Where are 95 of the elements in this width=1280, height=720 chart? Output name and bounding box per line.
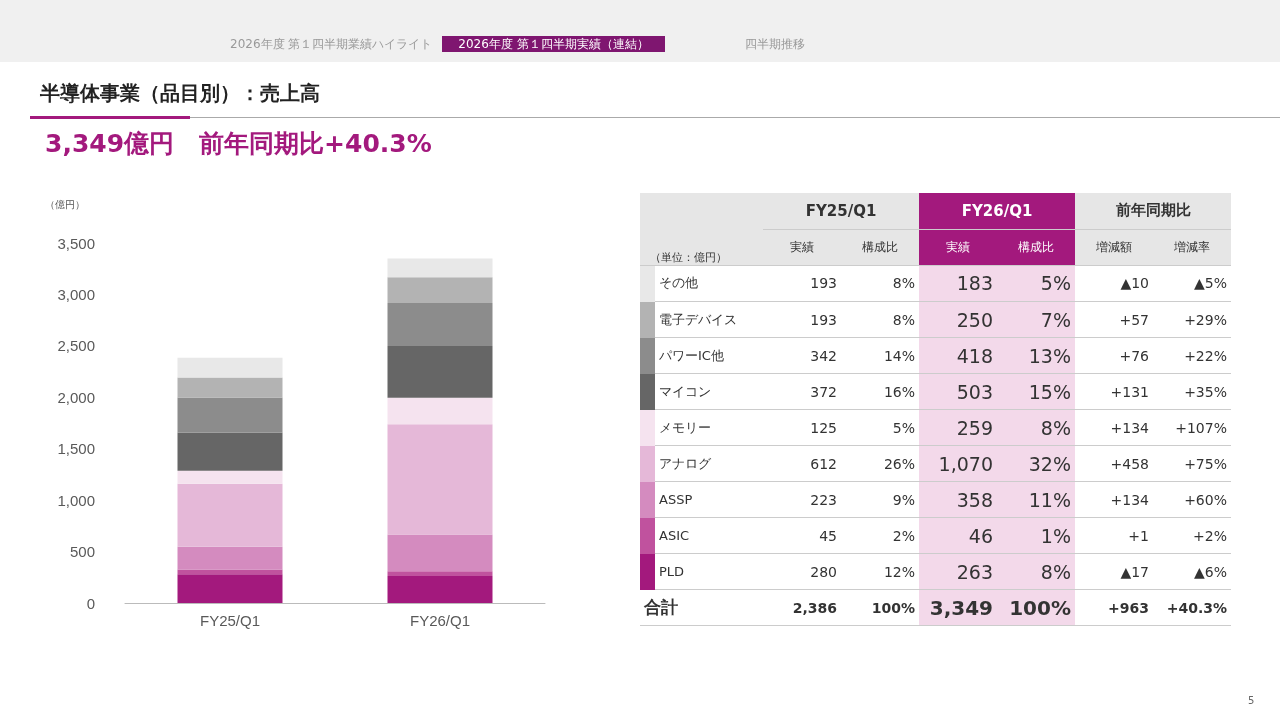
text: 8% — [997, 553, 1075, 590]
text: +75% — [1153, 445, 1231, 482]
text: +134 — [1075, 481, 1153, 518]
text: 2026年度 第１四半期業績ハイライト — [230, 36, 433, 52]
category-label: FY25/Q1 — [805, 201, 877, 220]
text: 15% — [997, 373, 1075, 410]
text: +134 — [1075, 409, 1153, 446]
text: 193 — [763, 265, 841, 302]
text: ▲10 — [1075, 265, 1153, 302]
y-axis-title: （億円） — [45, 198, 85, 210]
text: 2026年度 第１四半期実績（連結） — [442, 36, 665, 52]
text: 5% — [841, 409, 919, 446]
text: ▲5% — [1153, 265, 1231, 302]
text: ASIC — [655, 517, 763, 554]
text: 5% — [997, 265, 1075, 302]
text: 280 — [763, 553, 841, 590]
text: 構成比 — [997, 229, 1075, 265]
text: 構成比 — [841, 229, 919, 265]
text: 実績 — [919, 229, 997, 265]
text: ▲17 — [1075, 553, 1153, 590]
text: 9% — [841, 481, 919, 518]
text: PLD — [655, 553, 763, 590]
text: +57 — [1075, 301, 1153, 338]
text: 四半期推移 — [745, 36, 805, 52]
text: 259 — [919, 409, 997, 446]
text: 372 — [763, 373, 841, 410]
text: 16% — [841, 373, 919, 410]
text: ASSP — [655, 481, 763, 518]
text: 1% — [997, 517, 1075, 554]
text: マイコン — [655, 373, 763, 410]
text: 100% — [997, 589, 1075, 626]
text: （単位：億円） — [640, 229, 763, 265]
text: 12% — [841, 553, 919, 590]
text: メモリー — [655, 409, 763, 446]
text: 8% — [841, 301, 919, 338]
text: 増減額 — [1075, 229, 1153, 265]
text: 125 — [763, 409, 841, 446]
text: 1,070 — [919, 445, 997, 482]
text: アナログ — [655, 445, 763, 482]
y-tick-label: 2,000 — [57, 388, 95, 406]
y-tick-label: 1,500 — [57, 440, 95, 458]
text: +76 — [1075, 337, 1153, 374]
text: 263 — [919, 553, 997, 590]
text: 11% — [997, 481, 1075, 518]
text: +40.3% — [1153, 589, 1231, 626]
text: +2% — [1153, 517, 1231, 554]
text: +29% — [1153, 301, 1231, 338]
text: 前年同期比 — [1075, 193, 1231, 229]
text: 26% — [841, 445, 919, 482]
y-tick-label: 2,500 — [57, 337, 95, 355]
text: 183 — [919, 265, 997, 302]
y-tick-label: 0 — [86, 594, 95, 612]
text: 32% — [997, 445, 1075, 482]
text: 5 — [1248, 695, 1255, 706]
text: +60% — [1153, 481, 1231, 518]
text: 合計 — [640, 589, 763, 626]
text: その他 — [655, 265, 763, 302]
text: +458 — [1075, 445, 1153, 482]
text: 2% — [841, 517, 919, 554]
text: パワーIC他 — [655, 337, 763, 374]
text: 45 — [763, 517, 841, 554]
text: 342 — [763, 337, 841, 374]
text: 7% — [997, 301, 1075, 338]
text: 電子デバイス — [655, 301, 763, 338]
category-label: FY26/Q1 — [961, 201, 1033, 220]
chart-subtitle: 3,349億円 前年同期比+40.3% — [45, 128, 432, 160]
text: 193 — [763, 301, 841, 338]
text: 3,349 — [919, 589, 997, 626]
text: 503 — [919, 373, 997, 410]
text: 358 — [919, 481, 997, 518]
text: +107% — [1153, 409, 1231, 446]
y-tick-label: 1,000 — [57, 491, 95, 509]
text: +22% — [1153, 337, 1231, 374]
text: ▲6% — [1153, 553, 1231, 590]
text: 223 — [763, 481, 841, 518]
text: 100% — [841, 589, 919, 626]
text: 実績 — [763, 229, 841, 265]
text: 2,386 — [763, 589, 841, 626]
text: 14% — [841, 337, 919, 374]
text: +35% — [1153, 373, 1231, 410]
text: 612 — [763, 445, 841, 482]
text: +1 — [1075, 517, 1153, 554]
text: 250 — [919, 301, 997, 338]
y-tick-label: 500 — [69, 543, 95, 561]
text: +963 — [1075, 589, 1153, 626]
text: +131 — [1075, 373, 1153, 410]
y-tick-label: 3,000 — [57, 285, 95, 303]
text: 増減率 — [1153, 229, 1231, 265]
text: 418 — [919, 337, 997, 374]
text: 46 — [919, 517, 997, 554]
text: 8% — [841, 265, 919, 302]
chart-title: 半導体事業（品目別）：売上高 — [40, 80, 320, 107]
text: 8% — [997, 409, 1075, 446]
text: 13% — [997, 337, 1075, 374]
y-tick-label: 3,500 — [57, 234, 95, 252]
